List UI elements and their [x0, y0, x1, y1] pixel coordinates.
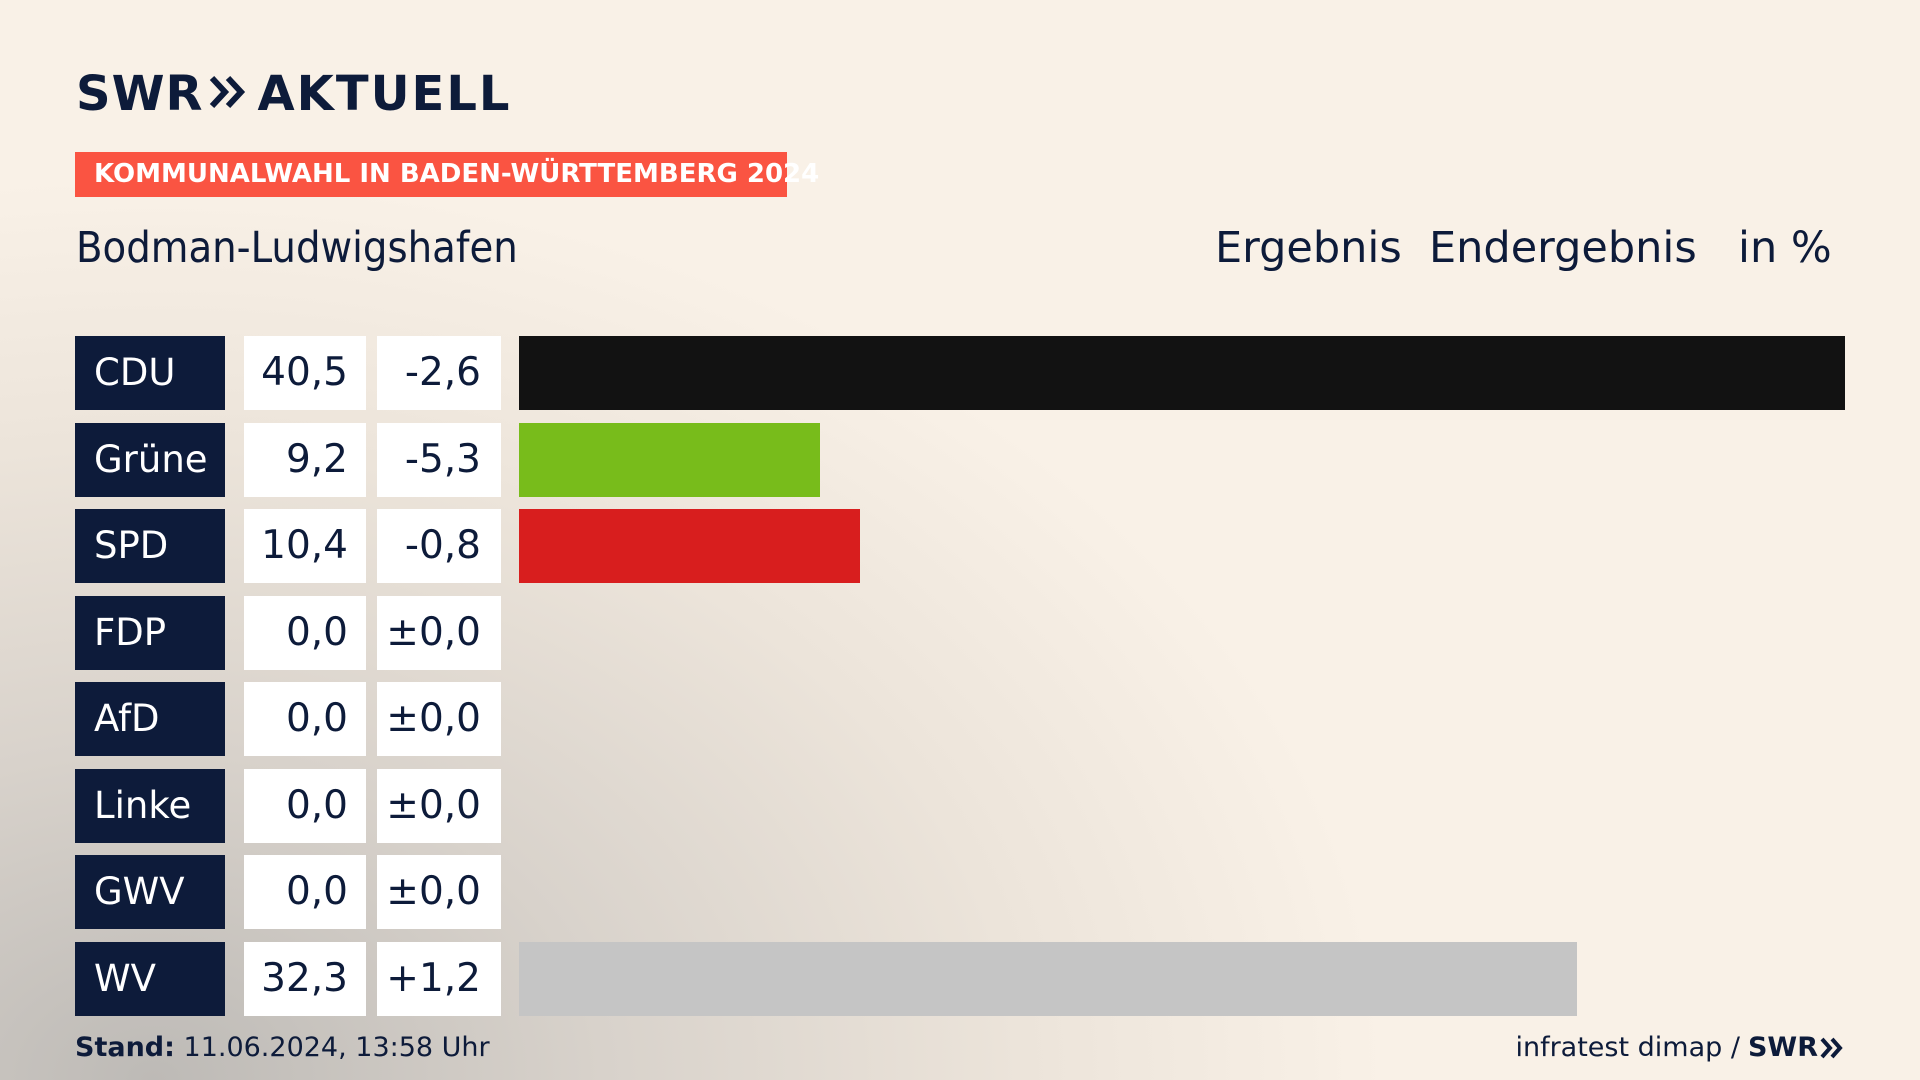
party-row: GWV 0,0 ±0,0: [0, 855, 1920, 929]
party-result-value: 10,4: [244, 509, 366, 583]
party-result-bar: [519, 509, 860, 583]
party-label: Linke: [75, 768, 225, 843]
party-result-value: 0,0: [244, 768, 366, 843]
party-result-value: 0,0: [244, 855, 366, 929]
party-result-value: 0,0: [244, 595, 366, 670]
party-row: FDP 0,0 ±0,0: [0, 595, 1920, 670]
party-label: WV: [75, 941, 225, 1016]
party-row: Linke 0,0 ±0,0: [0, 768, 1920, 843]
stand-label: Stand:: [75, 1032, 175, 1063]
party-result-value: 40,5: [244, 336, 366, 410]
party-result-value: 9,2: [244, 422, 366, 497]
party-label: AfD: [75, 682, 225, 756]
party-label: SPD: [75, 509, 225, 583]
logo-swr-text: SWR: [76, 66, 204, 122]
footer-swr-logo: SWR: [1747, 1032, 1818, 1063]
party-row: AfD 0,0 ±0,0: [0, 682, 1920, 756]
party-label: Grüne: [75, 422, 225, 497]
source-text: infratest dimap /: [1515, 1032, 1740, 1063]
election-tag: KOMMUNALWAHL IN BADEN-WÜRTTEMBERG 2024: [75, 152, 819, 197]
party-result-bar: [519, 941, 1577, 1016]
party-diff-value: ±0,0: [377, 595, 501, 670]
party-diff-value: +1,2: [377, 941, 501, 1016]
party-row: WV 32,3 +1,2: [0, 941, 1920, 1016]
party-diff-value: -0,8: [377, 509, 501, 583]
header-status-label: Endergebnis: [1429, 223, 1697, 273]
header-unit-label: in %: [1738, 223, 1832, 273]
swr-aktuell-logo: SWR AKTUELL: [76, 66, 512, 122]
footer-source: infratest dimap / SWR: [1515, 1030, 1844, 1066]
party-label: GWV: [75, 855, 225, 929]
footer-stand: Stand: 11.06.2024, 13:58 Uhr: [75, 1030, 490, 1066]
party-result-value: 32,3: [244, 941, 366, 1016]
footer-double-chevron-icon: [1820, 1037, 1843, 1059]
logo-aktuell-text: AKTUELL: [257, 66, 512, 122]
party-result-bar: [519, 422, 820, 497]
party-diff-value: ±0,0: [377, 855, 501, 929]
party-row: CDU 40,5 -2,6: [0, 336, 1920, 410]
party-diff-value: ±0,0: [377, 682, 501, 756]
party-result-value: 0,0: [244, 682, 366, 756]
stand-value: 11.06.2024, 13:58 Uhr: [183, 1032, 490, 1063]
place-title: Bodman-Ludwigshafen: [76, 223, 518, 273]
party-row: Grüne 9,2 -5,3: [0, 422, 1920, 497]
party-result-bar: [519, 336, 1845, 410]
double-chevron-icon: [209, 75, 247, 113]
party-diff-value: ±0,0: [377, 768, 501, 843]
party-diff-value: -2,6: [377, 336, 501, 410]
party-label: FDP: [75, 595, 225, 670]
party-diff-value: -5,3: [377, 422, 501, 497]
party-label: CDU: [75, 336, 225, 410]
header-result-label: Ergebnis: [1215, 223, 1402, 273]
party-row: SPD 10,4 -0,8: [0, 509, 1920, 583]
